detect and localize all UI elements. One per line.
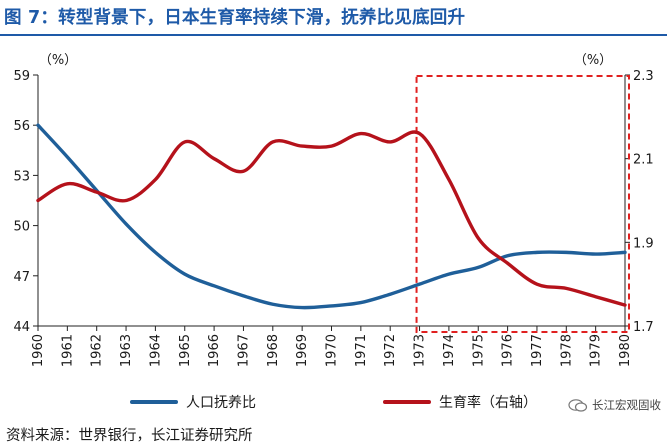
x-tick-label: 1964 [148, 334, 163, 367]
legend-item-dependency-ratio: 人口抚养比 [130, 392, 256, 412]
right-tick-label: 2.3 [633, 69, 654, 84]
watermark: 长江宏观固收 [568, 397, 661, 413]
x-tick-label: 1980 [618, 334, 633, 367]
left-tick-label: 56 [13, 119, 30, 134]
right-tick-label: 1.9 [633, 236, 654, 251]
x-tick-label: 1962 [90, 334, 105, 367]
legend-label-fertility-rate: 生育率（右轴） [439, 395, 537, 411]
x-tick-label: 1978 [559, 334, 574, 367]
x-tick-label: 1974 [442, 334, 457, 367]
chart-title: 图 7：转型背景下，日本生育率持续下滑，抚养比见底回升 [4, 8, 466, 28]
series-line-fertility-rate [36, 130, 627, 307]
x-tick-label: 1977 [530, 334, 545, 367]
legend-swatch-blue [130, 400, 178, 404]
x-tick-label: 1969 [295, 334, 310, 367]
legend-swatch-red [383, 400, 431, 404]
watermark-text: 长江宏观固收 [592, 398, 661, 412]
x-tick-label: 1967 [236, 334, 251, 367]
highlight-layer [415, 75, 630, 333]
right-unit-label: （%） [574, 53, 612, 68]
right-tick-label: 1.7 [633, 320, 654, 335]
source-note: 资料来源：世界银行，长江证券研究所 [6, 428, 253, 444]
x-tick-label: 1960 [31, 334, 46, 367]
left-unit-label: （%） [39, 53, 77, 68]
x-tick-label: 1973 [413, 334, 428, 367]
x-tick-label: 1976 [501, 334, 516, 367]
legend-label-dependency-ratio: 人口抚养比 [186, 395, 256, 411]
legend-item-fertility-rate: 生育率（右轴） [383, 392, 537, 412]
x-tick-label: 1975 [471, 334, 486, 367]
wechat-icon [568, 398, 588, 412]
left-tick-label: 47 [13, 270, 30, 285]
highlight-box [415, 75, 630, 333]
left-tick-label: 53 [13, 169, 30, 184]
x-tick-label: 1966 [207, 334, 222, 367]
right-tick-label: 2.1 [633, 153, 654, 168]
x-tick-label: 1968 [266, 334, 281, 367]
left-tick-label: 59 [13, 69, 30, 84]
chart-axes [33, 74, 630, 331]
x-tick-label: 1963 [119, 334, 134, 367]
x-tick-label: 1979 [589, 334, 604, 367]
series-line-dependency-ratio [36, 123, 627, 310]
tick-labels: 44 47 50 53 56 59 1.7 1.9 2.1 2.3 （%） （%） 1960 1961 19… [13, 53, 653, 367]
x-tick-label: 1961 [60, 334, 75, 367]
x-tick-label: 1970 [325, 334, 340, 367]
left-tick-label: 44 [13, 320, 30, 335]
x-tick-label: 1965 [178, 334, 193, 367]
chart-area: 44 47 50 53 56 59 1.7 1.9 2.1 2.3 （%） （%） 1960 1961 19… [13, 53, 653, 367]
x-tick-label: 1972 [383, 334, 398, 367]
left-tick-label: 50 [13, 220, 30, 235]
series-layer [36, 123, 627, 310]
x-tick-label: 1971 [354, 334, 369, 367]
title-underline [0, 34, 667, 36]
